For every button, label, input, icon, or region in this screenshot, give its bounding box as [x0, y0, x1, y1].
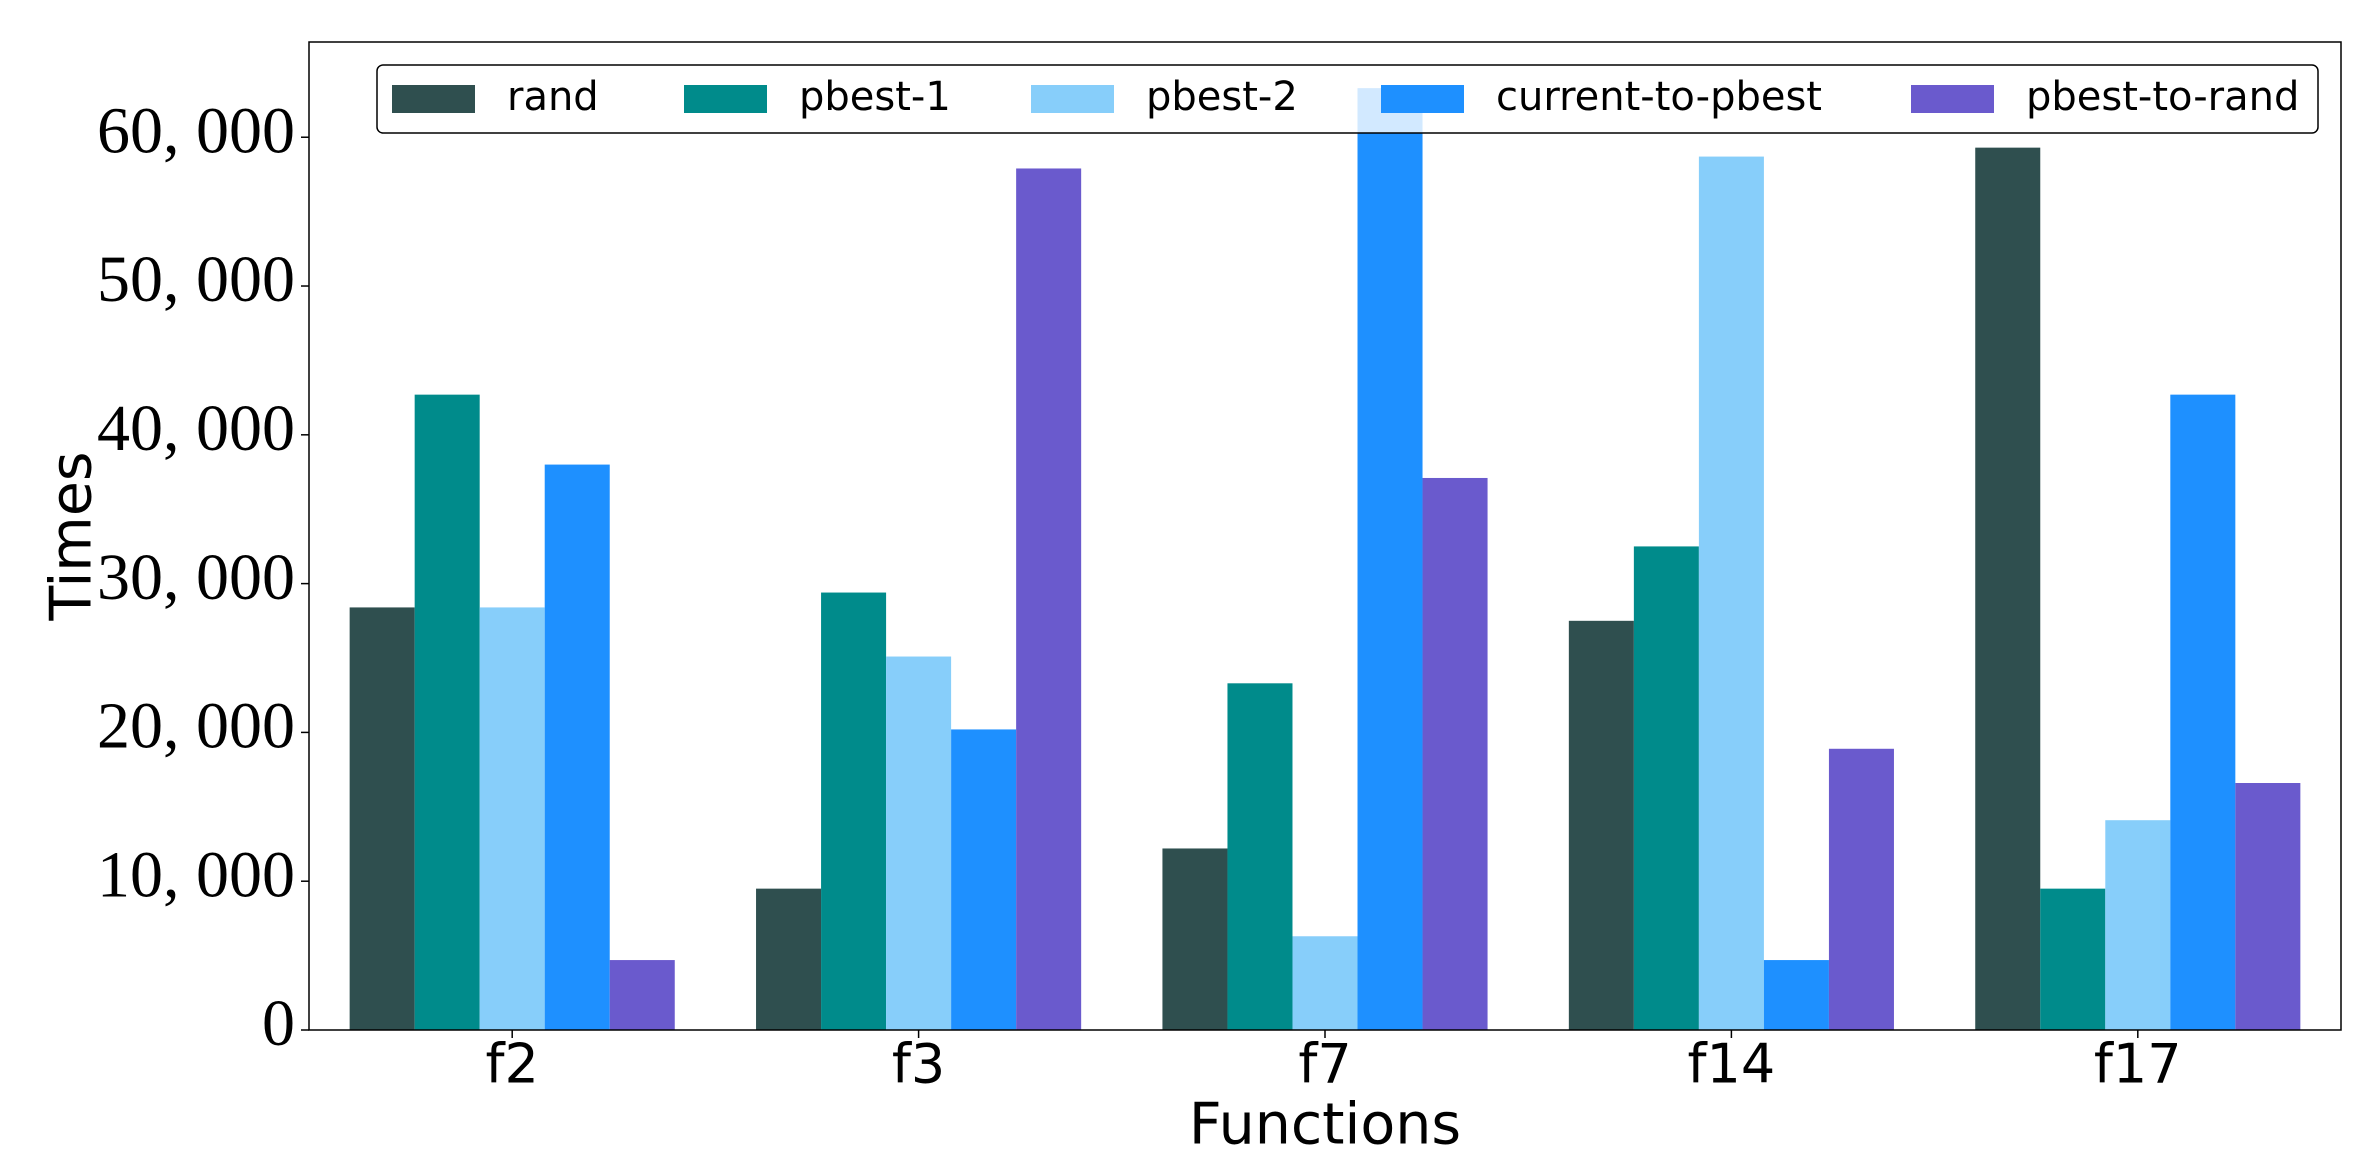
- legend-frame: [376, 64, 2319, 134]
- legend-label: rand: [507, 74, 599, 120]
- bar: [2105, 820, 2171, 1030]
- legend-label: pbest-1: [799, 74, 951, 120]
- plot-frame: [308, 41, 2342, 1031]
- bar: [886, 656, 952, 1030]
- x-axis-label: Functions: [1189, 1092, 1461, 1158]
- y-tick-label: 10, 000: [97, 838, 295, 911]
- bar: [756, 888, 822, 1030]
- bar: [1357, 88, 1423, 1030]
- x-tick-label: f3: [892, 1033, 945, 1096]
- bar: [1975, 147, 2041, 1030]
- legend-swatch: [1911, 85, 1994, 113]
- bar: [1763, 960, 1829, 1030]
- bar: [2040, 888, 2106, 1030]
- bar: [2235, 783, 2301, 1030]
- x-tick-label: f2: [486, 1033, 539, 1096]
- bar: [479, 607, 545, 1030]
- bar: [1422, 477, 1488, 1031]
- legend-swatch: [392, 85, 475, 113]
- x-tick-label: f14: [1688, 1033, 1776, 1096]
- legend-swatch: [684, 85, 767, 113]
- bar: [821, 592, 887, 1030]
- bar: [2170, 394, 2236, 1030]
- bar: [1292, 936, 1358, 1030]
- x-tick-label: f17: [2094, 1033, 2182, 1096]
- bar: [1162, 848, 1228, 1030]
- y-tick-label: 40, 000: [97, 392, 295, 465]
- bar: [609, 960, 675, 1030]
- bar: [1227, 683, 1293, 1030]
- legend-label: current-to-pbest: [1496, 74, 1822, 120]
- bar: [1633, 546, 1699, 1030]
- legend-swatch: [1381, 85, 1464, 113]
- bar: [951, 729, 1017, 1030]
- y-axis-label: Times: [39, 451, 105, 621]
- legend: rand pbest-1 pbest-2 current-to-pbest pbest-…: [376, 64, 2319, 134]
- legend-label: pbest-to-rand: [2026, 74, 2299, 120]
- x-tick-label: f7: [1298, 1033, 1351, 1096]
- bar: [414, 394, 480, 1030]
- y-tick-label: 60, 000: [97, 94, 295, 167]
- y-tick-label: 20, 000: [97, 690, 295, 763]
- bar: [544, 464, 610, 1030]
- bar: [1568, 620, 1634, 1030]
- bar: [1016, 168, 1082, 1031]
- legend-swatch: [1031, 85, 1114, 113]
- bar: [349, 607, 415, 1030]
- legend-label: pbest-2: [1146, 74, 1298, 120]
- y-tick-label: 30, 000: [97, 541, 295, 614]
- y-tick-label: 0: [262, 987, 295, 1060]
- bar: [1828, 748, 1894, 1030]
- y-tick-label: 50, 000: [97, 243, 295, 316]
- bar: [1698, 156, 1764, 1031]
